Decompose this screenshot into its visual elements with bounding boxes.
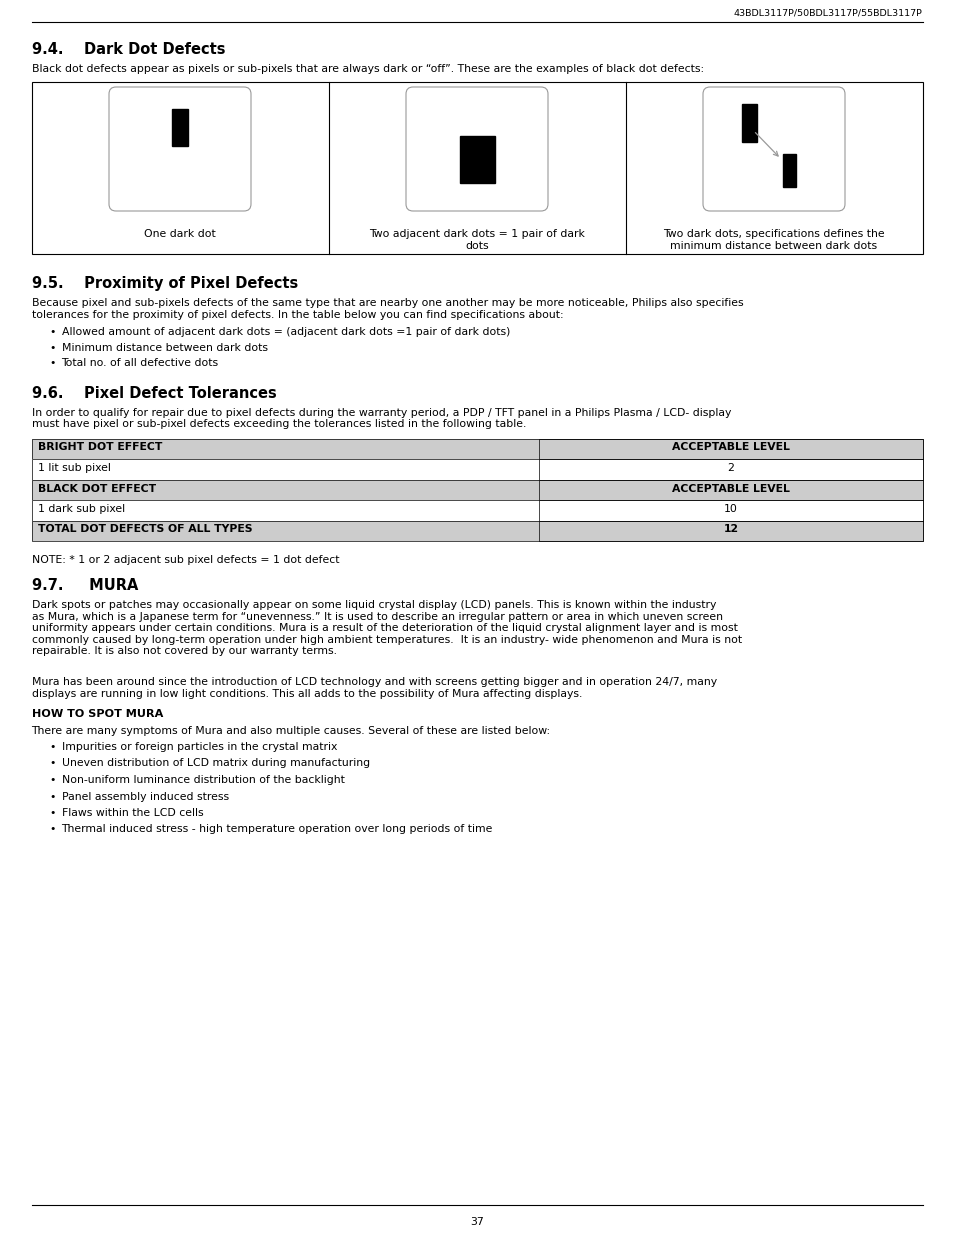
Text: Allowed amount of adjacent dark dots = (adjacent dark dots =1 pair of dark dots): Allowed amount of adjacent dark dots = (… xyxy=(61,327,509,337)
Bar xyxy=(538,438,922,459)
Bar xyxy=(31,438,922,459)
Text: •: • xyxy=(50,327,56,337)
Text: Minimum distance between dark dots: Minimum distance between dark dots xyxy=(61,342,267,352)
Text: 9.5.    Proximity of Pixel Defects: 9.5. Proximity of Pixel Defects xyxy=(31,275,297,291)
Bar xyxy=(31,520,922,541)
Bar xyxy=(31,500,922,520)
Text: BRIGHT DOT EFFECT: BRIGHT DOT EFFECT xyxy=(37,442,162,452)
FancyBboxPatch shape xyxy=(109,86,251,211)
Text: Black dot defects appear as pixels or sub-pixels that are always dark or “off”. : Black dot defects appear as pixels or su… xyxy=(31,64,703,74)
Text: Flaws within the LCD cells: Flaws within the LCD cells xyxy=(61,808,203,818)
Text: In order to qualify for repair due to pixel defects during the warranty period, : In order to qualify for repair due to pi… xyxy=(31,408,730,429)
Text: •: • xyxy=(50,792,56,802)
Text: ACCEPTABLE LEVEL: ACCEPTABLE LEVEL xyxy=(671,442,789,452)
Text: •: • xyxy=(50,758,56,768)
Text: •: • xyxy=(50,358,56,368)
Text: 2: 2 xyxy=(727,463,734,473)
Text: •: • xyxy=(50,742,56,752)
Text: 10: 10 xyxy=(723,504,737,514)
Text: TOTAL DOT DEFECTS OF ALL TYPES: TOTAL DOT DEFECTS OF ALL TYPES xyxy=(37,525,252,535)
Text: 12: 12 xyxy=(722,525,738,535)
Text: ACCEPTABLE LEVEL: ACCEPTABLE LEVEL xyxy=(671,483,789,494)
Text: There are many symptoms of Mura and also multiple causes. Several of these are l: There are many symptoms of Mura and also… xyxy=(31,726,550,736)
Text: Uneven distribution of LCD matrix during manufacturing: Uneven distribution of LCD matrix during… xyxy=(61,758,369,768)
Text: 1 lit sub pixel: 1 lit sub pixel xyxy=(37,463,111,473)
Bar xyxy=(172,109,188,146)
Text: Non-uniform luminance distribution of the backlight: Non-uniform luminance distribution of th… xyxy=(61,776,344,785)
Bar xyxy=(741,104,757,142)
Text: 9.6.    Pixel Defect Tolerances: 9.6. Pixel Defect Tolerances xyxy=(31,385,276,400)
FancyBboxPatch shape xyxy=(406,86,547,211)
Text: Total no. of all defective dots: Total no. of all defective dots xyxy=(61,358,218,368)
Text: NOTE: * 1 or 2 adjacent sub pixel defects = 1 dot defect: NOTE: * 1 or 2 adjacent sub pixel defect… xyxy=(31,555,338,564)
Bar xyxy=(31,500,922,520)
Text: BLACK DOT EFFECT: BLACK DOT EFFECT xyxy=(37,483,155,494)
Text: •: • xyxy=(50,342,56,352)
Text: 43BDL3117P/50BDL3117P/55BDL3117P: 43BDL3117P/50BDL3117P/55BDL3117P xyxy=(733,7,922,17)
Bar xyxy=(31,459,922,479)
Text: Impurities or foreign particles in the crystal matrix: Impurities or foreign particles in the c… xyxy=(61,742,336,752)
Bar xyxy=(538,479,922,500)
Text: Dark spots or patches may occasionally appear on some liquid crystal display (LC: Dark spots or patches may occasionally a… xyxy=(31,600,740,656)
Text: Two adjacent dark dots = 1 pair of dark
dots: Two adjacent dark dots = 1 pair of dark … xyxy=(369,228,584,251)
FancyBboxPatch shape xyxy=(702,86,844,211)
Text: Thermal induced stress - high temperature operation over long periods of time: Thermal induced stress - high temperatur… xyxy=(61,825,493,835)
Text: Mura has been around since the introduction of LCD technology and with screens g: Mura has been around since the introduct… xyxy=(31,677,716,699)
Text: 1 dark sub pixel: 1 dark sub pixel xyxy=(37,504,125,514)
Bar xyxy=(782,154,795,186)
Text: •: • xyxy=(50,776,56,785)
Text: 37: 37 xyxy=(470,1216,483,1228)
Text: •: • xyxy=(50,825,56,835)
Text: 9.7.     MURA: 9.7. MURA xyxy=(31,578,138,593)
Text: Two dark dots, specifications defines the
minimum distance between dark dots: Two dark dots, specifications defines th… xyxy=(662,228,883,251)
Text: Panel assembly induced stress: Panel assembly induced stress xyxy=(61,792,229,802)
Bar xyxy=(538,500,922,520)
Bar xyxy=(31,459,922,479)
Bar xyxy=(31,479,922,500)
Text: One dark dot: One dark dot xyxy=(144,228,215,240)
Bar xyxy=(538,459,922,479)
Text: 9.4.    Dark Dot Defects: 9.4. Dark Dot Defects xyxy=(31,42,225,57)
Bar xyxy=(459,136,494,183)
Bar xyxy=(31,438,922,459)
Text: •: • xyxy=(50,808,56,818)
Text: HOW TO SPOT MURA: HOW TO SPOT MURA xyxy=(31,709,163,719)
Bar xyxy=(538,520,922,541)
Bar xyxy=(31,479,922,500)
Text: Because pixel and sub-pixels defects of the same type that are nearby one anothe: Because pixel and sub-pixels defects of … xyxy=(31,298,742,320)
Bar xyxy=(31,82,922,254)
Bar xyxy=(31,520,922,541)
